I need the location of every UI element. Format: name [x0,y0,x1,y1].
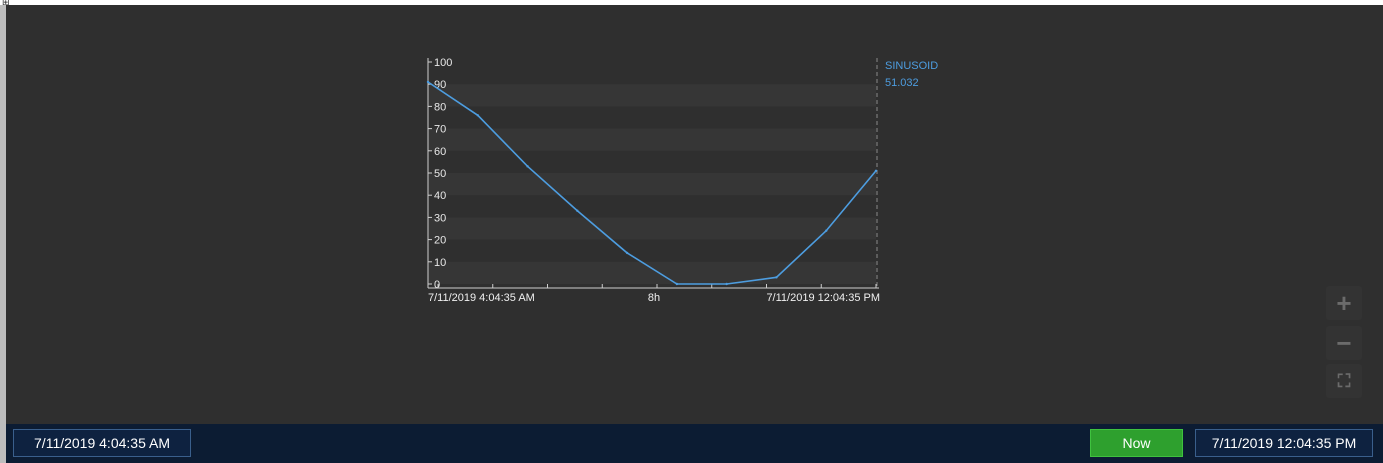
x-tick-label: 8h [648,292,660,304]
data-point [426,80,430,84]
zoom-out-button[interactable]: − [1326,326,1362,360]
data-point [526,165,529,168]
minus-icon: − [1336,327,1352,358]
y-tick-label: 70 [434,124,446,136]
zoom-fit-button[interactable]: ⛶ [1326,364,1362,398]
y-tick-label: 40 [434,190,446,202]
data-point [476,114,479,117]
window-icon: ⊞ [2,0,10,7]
zoom-in-button[interactable]: + [1326,286,1362,320]
top-strip: ⊞ [0,0,1383,7]
data-point [675,282,679,286]
y-tick-label: 0 [434,279,440,291]
data-point [874,169,878,172]
x-tick-label: 7/11/2019 4:04:35 AM [428,292,535,304]
data-point [625,251,629,255]
y-tick-label: 50 [434,168,446,180]
sinusoid-trace [427,81,877,285]
y-tick-label: 100 [434,57,452,69]
start-time-field[interactable]: 7/11/2019 4:04:35 AM [13,429,191,457]
data-point [576,209,579,212]
y-tick-label: 60 [434,146,446,158]
legend-name: SINUSOID [885,60,938,72]
x-tick-label: 7/11/2019 12:04:35 PM [766,292,880,304]
plus-icon: + [1336,287,1352,318]
legend-value: 51.032 [885,77,919,89]
y-tick-label: 30 [434,212,446,224]
grid-band [428,217,876,240]
data-point [775,276,778,279]
trend-display: 100 90 80 70 60 50 40 30 20 10 0 7/11/2019 4:04:35 … [6,5,1383,424]
now-button[interactable]: Now [1090,429,1183,457]
grid-band [428,128,876,151]
left-border [0,5,6,463]
y-tick-label: 20 [434,235,446,247]
fit-to-view-icon: ⛶ [1337,370,1351,391]
y-tick-label: 80 [434,101,446,113]
data-point [825,229,828,232]
end-time-field[interactable]: 7/11/2019 12:04:35 PM [1195,429,1373,457]
grid-band [428,84,876,107]
grid-band [428,261,876,284]
data-point [725,282,728,286]
y-tick-label: 10 [434,257,446,269]
grid-band [428,173,876,196]
